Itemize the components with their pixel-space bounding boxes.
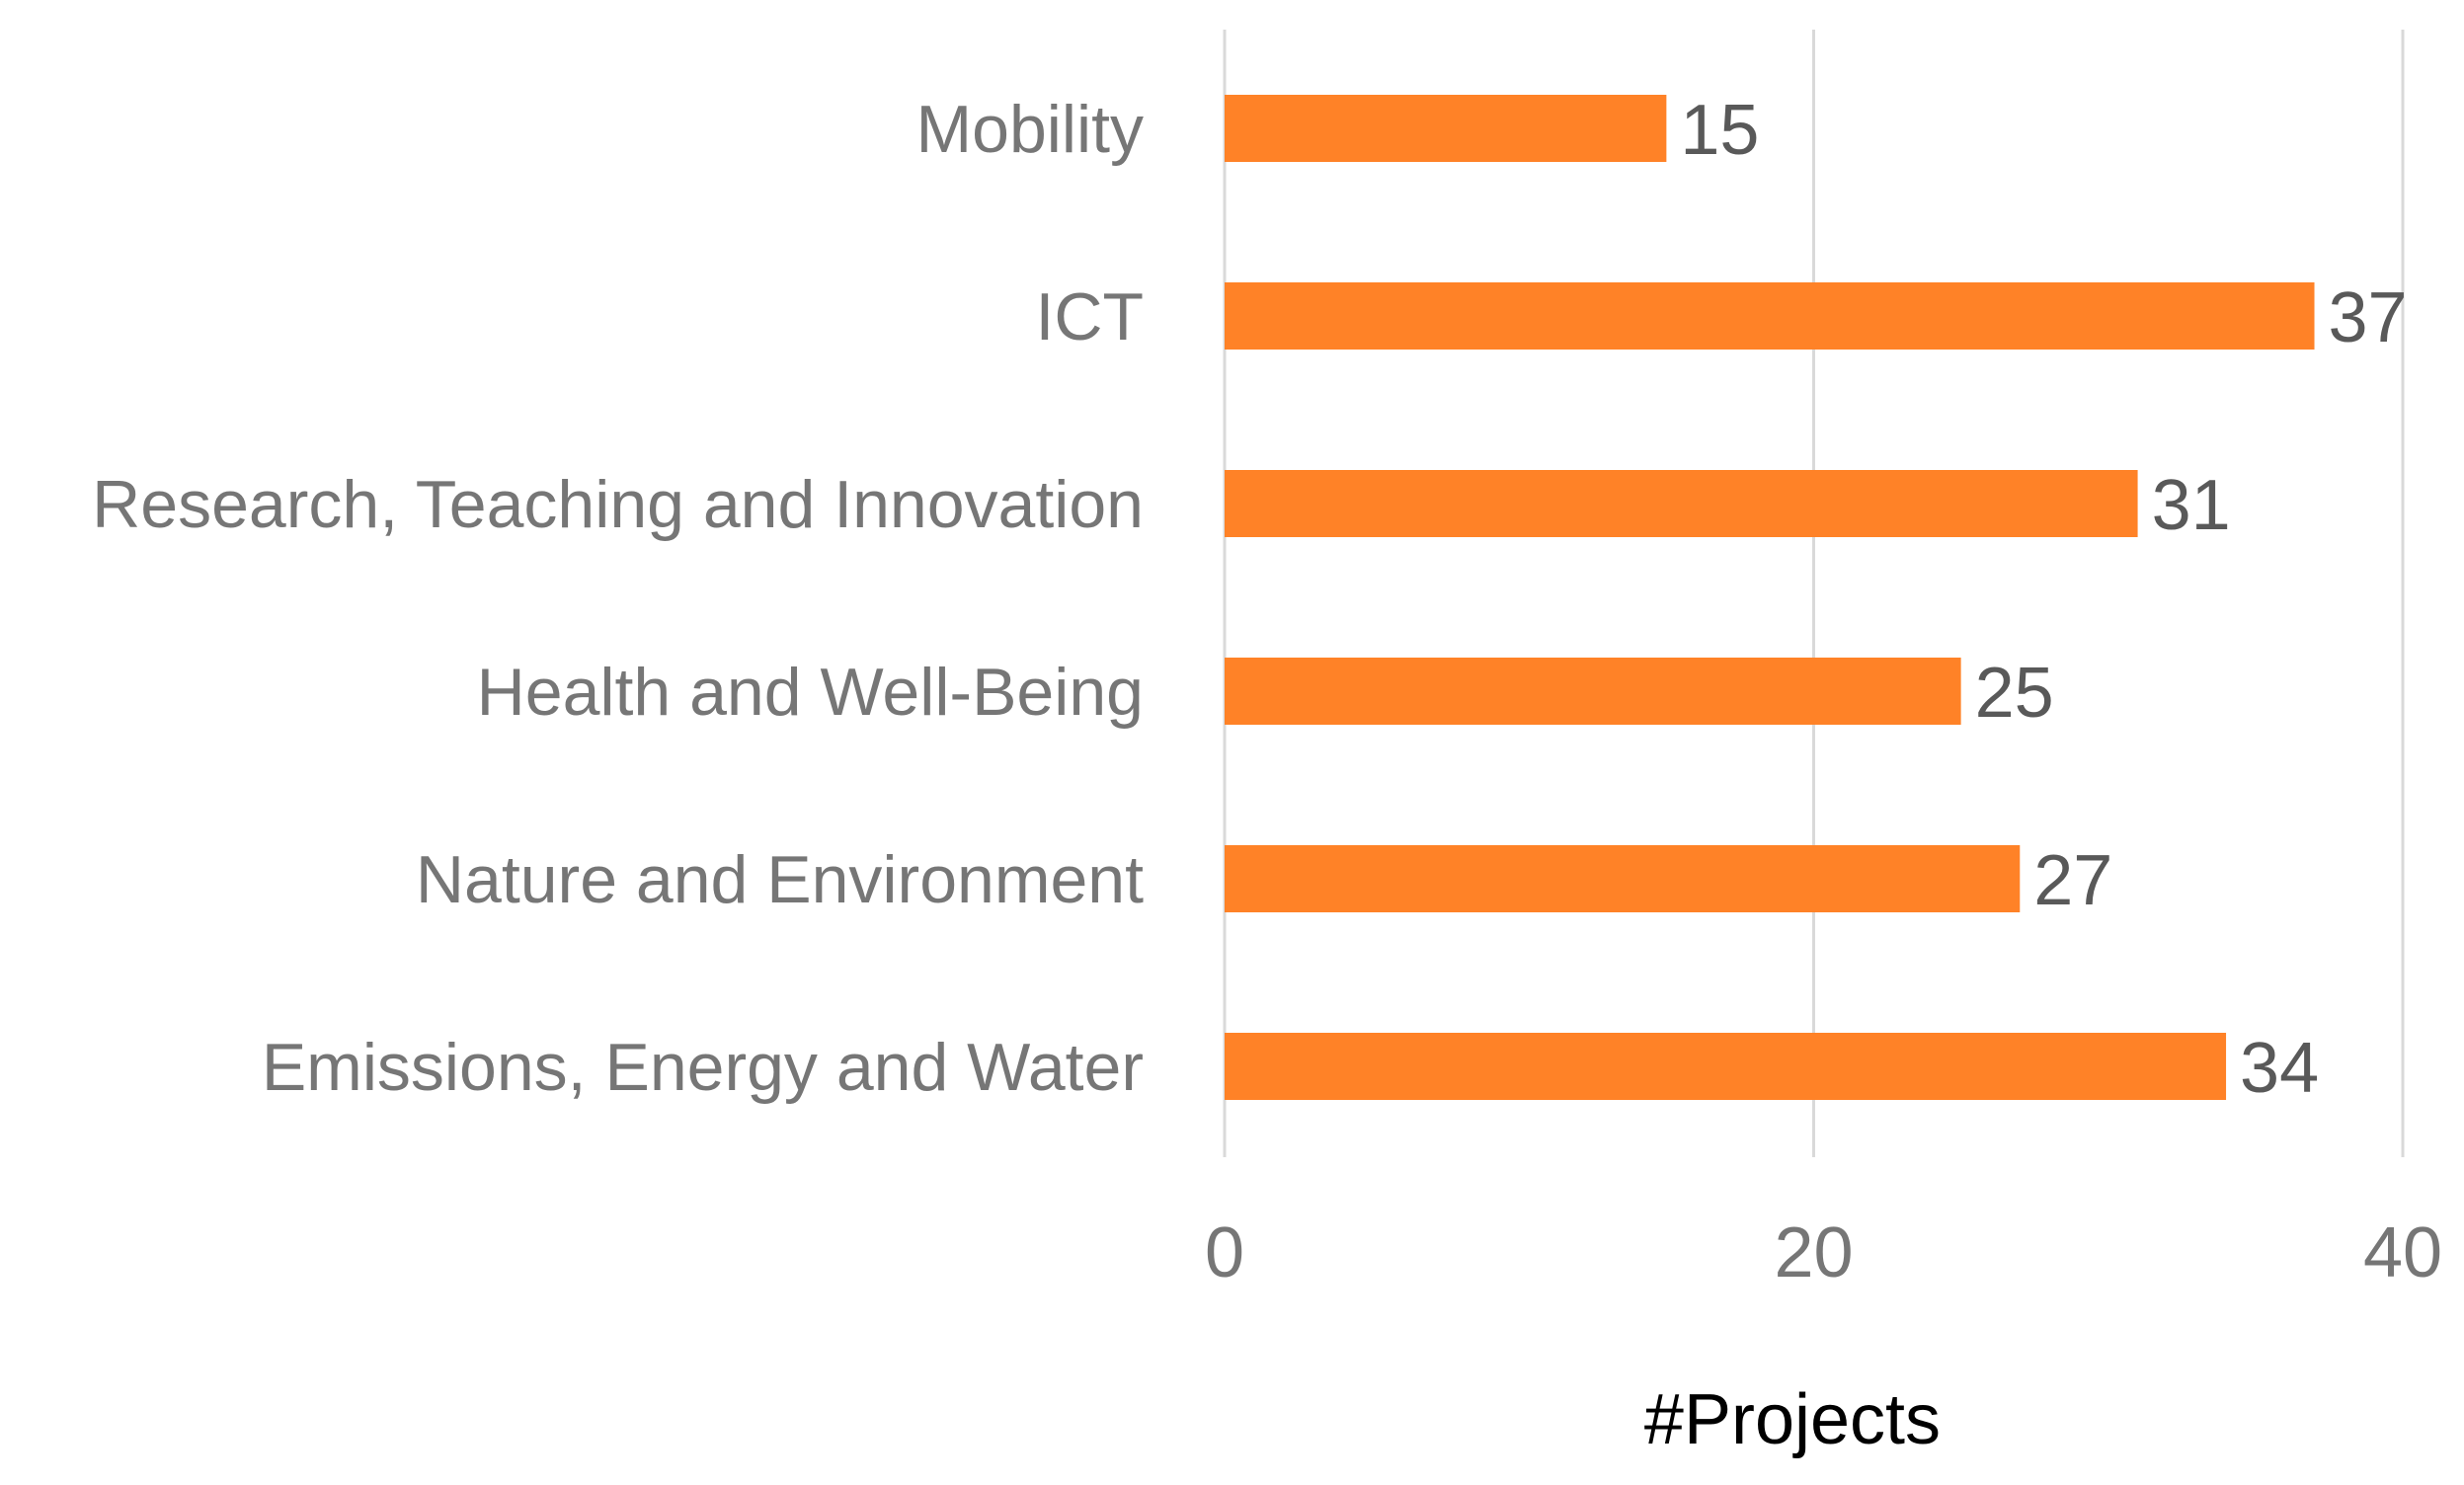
category-label-2: ICT <box>1035 279 1144 354</box>
category-label-3: Research, Teaching and Innovation <box>92 467 1144 542</box>
bar-4 <box>1225 658 1961 725</box>
category-labels: Mobility ICT Research, Teaching and Innova… <box>92 92 1144 1105</box>
category-label-4: Health and Well-Being <box>477 655 1144 730</box>
category-label-1: Mobility <box>916 92 1145 167</box>
gridlines <box>1223 30 2405 1157</box>
data-label-3: 31 <box>2152 466 2231 545</box>
data-label-2: 37 <box>2329 278 2408 357</box>
bar-1 <box>1225 95 1667 162</box>
data-labels: 15 37 31 25 27 34 <box>1680 91 2407 1108</box>
x-tick-label-40: 40 <box>2363 1213 2442 1292</box>
bars <box>1225 95 2315 1100</box>
bar-5 <box>1225 845 2021 912</box>
category-label-5: Nature and Environment <box>416 842 1144 917</box>
x-tick-label-0: 0 <box>1205 1213 1244 1292</box>
data-label-6: 34 <box>2240 1029 2319 1108</box>
x-axis-title: #Projects <box>1644 1380 1941 1459</box>
x-tick-labels: 0 20 40 <box>1205 1213 2442 1292</box>
bar-3 <box>1225 470 2138 537</box>
bar-2 <box>1225 282 2315 350</box>
data-label-5: 27 <box>2033 841 2112 920</box>
data-label-1: 15 <box>1680 91 1759 170</box>
x-tick-label-20: 20 <box>1774 1213 1853 1292</box>
category-label-6: Emissions, Energy and Water <box>262 1030 1144 1105</box>
bar-6 <box>1225 1033 2227 1100</box>
data-label-4: 25 <box>1975 654 2054 733</box>
